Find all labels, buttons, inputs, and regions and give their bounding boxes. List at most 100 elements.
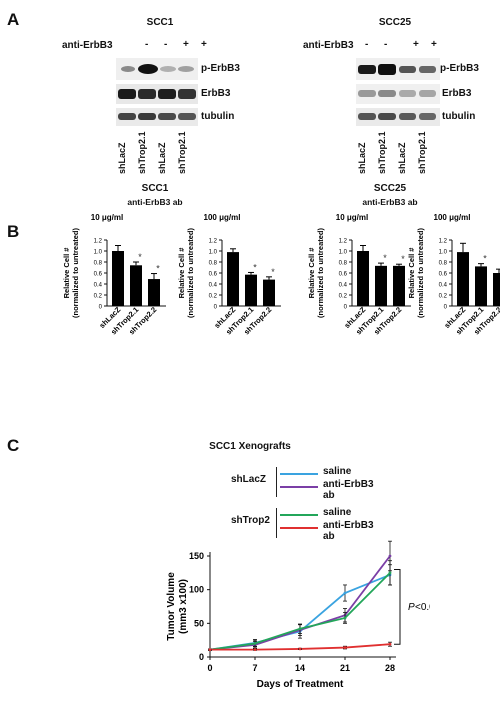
bar-chart-ylabel: Relative Cell # (307, 247, 316, 299)
bar (493, 273, 500, 306)
legend-label-shlacz-saline: saline (323, 466, 352, 477)
bar-chart-ylabel-2: (normalized to untreated) (416, 228, 425, 319)
scc1-bar-title: SCC1 (141, 183, 169, 194)
bar (112, 251, 124, 306)
bar-chart-title: 10 μg/ml (336, 213, 368, 222)
y-tick-label: 0 (444, 305, 448, 311)
y-tick-label: 0.6 (94, 272, 103, 278)
scc25-band-erbb3: ErbB3 (442, 88, 472, 99)
scc25-treatment-label: anti-ErbB3 (303, 40, 354, 51)
xenograft-legend: shLacZ saline anti-ErbB3 ab shTrop2 sali… (225, 462, 385, 552)
bar-chart-scc25-100: 100 μg/ml Relative Cell # (normalized to u… (407, 213, 500, 336)
scc1-band-perbb3: p-ErbB3 (201, 63, 240, 74)
scc1-sign-2: - (164, 39, 168, 50)
bar (227, 252, 239, 306)
y-tick-label: 0.6 (339, 272, 348, 278)
legend-label-shtrop2-saline: saline (323, 507, 352, 518)
y-tick-label: 0.8 (339, 261, 348, 267)
y-tick-label: 0.6 (209, 272, 218, 278)
legend-label-shlacz-anti: anti-ErbB3 ab (323, 479, 374, 501)
bar (475, 266, 487, 306)
y-axis-label-2: (mm3 x100) (178, 579, 189, 634)
pvalue-text: <0.0001 (415, 602, 430, 613)
significance-star: * (401, 254, 405, 264)
bar (148, 279, 160, 306)
legend-line-shlacz-saline (280, 473, 318, 475)
y-tick-label: 1.2 (439, 239, 448, 245)
scc25-bar-subtitle: anti-ErbB3 ab (362, 197, 418, 207)
scc25-lane-2: shTrop2.1 (377, 131, 387, 174)
bar-chart-scc1-100: 100 μg/ml Relative Cell # (normalized to u… (177, 213, 281, 336)
y-tick-label: 0.6 (439, 272, 448, 278)
y-tick-label: 0.8 (209, 261, 218, 267)
data-point (343, 591, 347, 595)
y-tick-label: 0.2 (209, 294, 218, 300)
bar-chart-ylabel: Relative Cell # (177, 247, 186, 299)
y-tick-label: 1.0 (209, 250, 218, 256)
x-tick-label: 28 (385, 663, 395, 673)
y-tick-label: 1.2 (209, 239, 218, 245)
y-tick-label: 0.4 (339, 283, 348, 289)
bar (457, 252, 469, 306)
scc25-sign-1: - (365, 39, 369, 50)
data-point (388, 554, 392, 558)
scc1-treatment-label: anti-ErbB3 (62, 40, 113, 51)
legend-label-shtrop2-anti: anti-ErbB3 ab (323, 520, 374, 542)
scc1-western-blot (116, 58, 198, 126)
scc25-lane-4: shTrop2.1 (417, 131, 427, 174)
scc1-blot-title: SCC1 (146, 17, 174, 28)
bar-chart-title: 100 μg/ml (434, 213, 471, 222)
y-tick-label: 50 (194, 618, 204, 628)
panel-a-letter: A (7, 10, 20, 29)
data-point (253, 648, 257, 651)
data-point (253, 642, 257, 645)
scc1-sign-3: + (183, 39, 189, 50)
y-tick-label: 0.2 (439, 294, 448, 300)
x-tick-label: 21 (340, 663, 350, 673)
bar (263, 279, 275, 306)
scc1-sign-4: + (201, 39, 207, 50)
y-tick-label: 0.4 (94, 283, 103, 289)
xenograft-title: SCC1 Xenografts (209, 441, 291, 452)
scc1-lane-2: shTrop2.1 (137, 131, 147, 174)
x-tick-label: 14 (295, 663, 305, 673)
y-axis-label: Tumor Volume (166, 572, 177, 641)
bar (393, 265, 405, 306)
data-point (343, 646, 347, 649)
data-point (388, 571, 392, 575)
y-tick-label: 1.0 (439, 250, 448, 256)
scc1-sign-1: - (145, 39, 149, 50)
y-tick-label: 0 (199, 652, 204, 662)
data-point (343, 616, 347, 620)
legend-bracket-2 (276, 508, 277, 538)
data-point (298, 627, 302, 631)
legend-bracket-1 (276, 467, 277, 497)
bar-chart-scc1-10: 10 μg/ml Relative Cell # (normalized to un… (62, 213, 166, 336)
scc25-blot-title: SCC25 (378, 17, 412, 28)
scc25-sign-3: + (413, 39, 419, 50)
y-tick-label: 1.2 (339, 239, 348, 245)
bar-chart-ylabel: Relative Cell # (62, 247, 71, 299)
bar (130, 265, 142, 306)
y-tick-label: 0 (99, 305, 103, 311)
significance-star: * (483, 254, 487, 264)
y-tick-label: 0 (344, 305, 348, 311)
y-tick-label: 1.0 (339, 250, 348, 256)
y-tick-label: 0.8 (439, 261, 448, 267)
bar-chart-title: 10 μg/ml (91, 213, 123, 222)
bar (357, 251, 369, 306)
xenograft-line-chart: P <0.0001 0 50 100 150 0 7 14 21 28 Days of Treat… (166, 540, 430, 690)
scc25-band-tubulin: tubulin (442, 111, 476, 122)
bar-chart-ylabel-2: (normalized to untreated) (71, 228, 80, 319)
data-point (208, 648, 212, 651)
scc1-bar-subtitle: anti-ErbB3 ab (127, 197, 183, 207)
y-tick-label: 0.2 (94, 294, 103, 300)
y-tick-label: 0.2 (339, 294, 348, 300)
y-tick-label: 1.0 (94, 250, 103, 256)
x-axis-label: Days of Treatment (257, 679, 344, 690)
scc25-bar-title: SCC25 (373, 183, 407, 194)
x-tick-label: 0 (207, 663, 212, 673)
significance-star: * (253, 262, 257, 272)
legend-group-shtrop2: shTrop2 (231, 515, 270, 526)
scc1-lane-3: shLacZ (157, 142, 167, 174)
